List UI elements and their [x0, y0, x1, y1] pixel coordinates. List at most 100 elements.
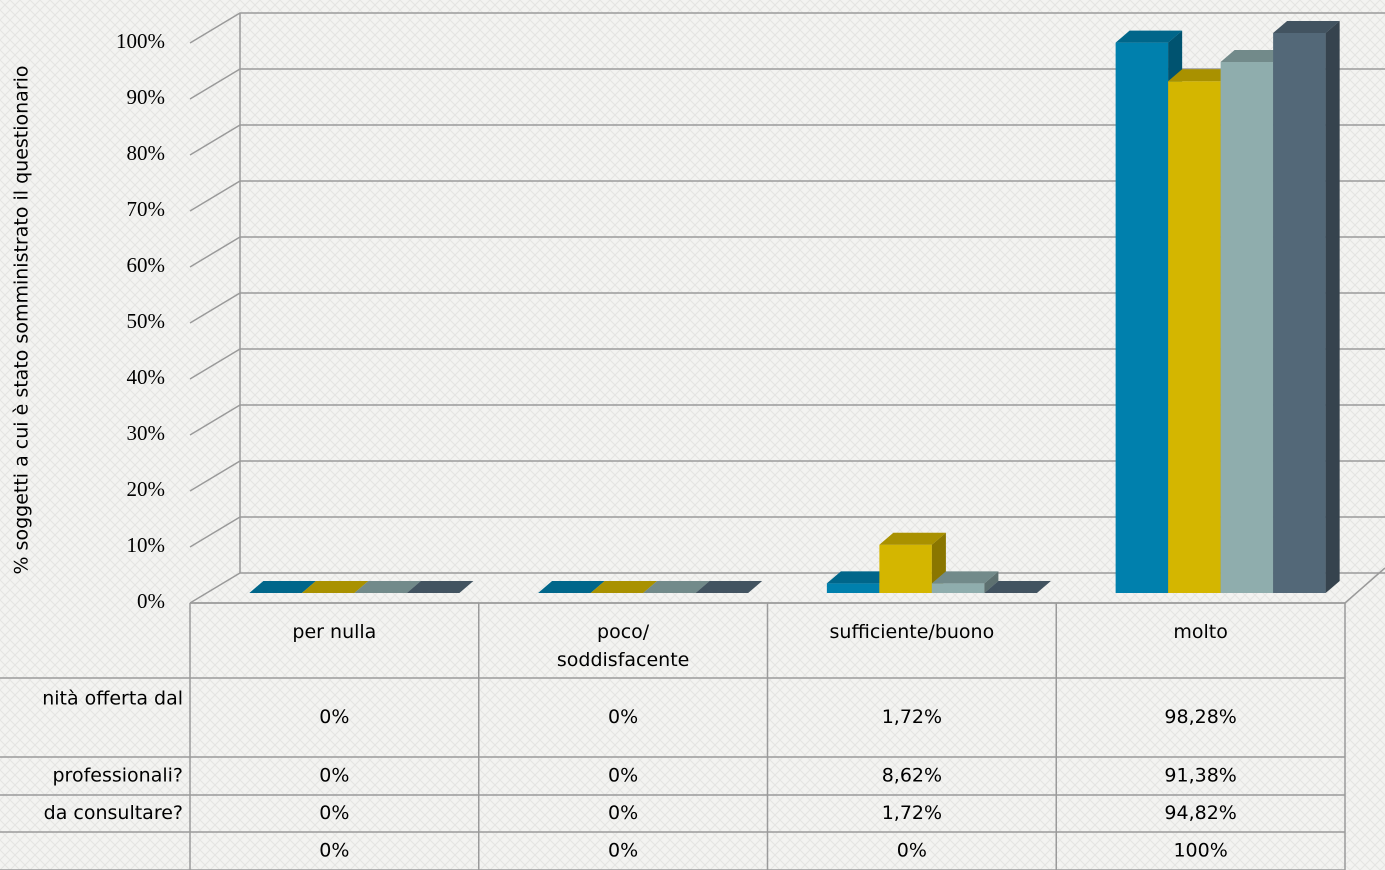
grid-line	[189, 404, 1385, 436]
y-tick-label: 90%	[127, 85, 166, 109]
category-label-line: soddisfacente	[557, 649, 689, 671]
category-label-line: poco/	[597, 621, 650, 643]
category-label-line: per nulla	[292, 621, 376, 643]
bar	[301, 581, 369, 593]
bar-top	[249, 581, 316, 593]
bar	[249, 581, 316, 593]
bar-top	[1168, 69, 1235, 82]
bar-top-shade	[590, 581, 658, 593]
bar-top-shade	[826, 571, 894, 584]
bar	[1273, 21, 1340, 593]
bar-top-shade	[301, 581, 369, 593]
value-label: 0%	[319, 765, 349, 787]
category-label-line: sufficiente/buono	[830, 621, 995, 643]
value-label: 94,82%	[1164, 802, 1236, 824]
bar-top-shade	[406, 581, 474, 593]
bar-top-shade	[984, 581, 1051, 593]
y-tick-label: 20%	[127, 477, 166, 501]
value-label: 91,38%	[1164, 765, 1236, 787]
bar-front	[826, 583, 880, 593]
bar	[643, 581, 710, 593]
y-tick-label: 50%	[127, 309, 166, 333]
bar-top-shade	[1273, 21, 1340, 33]
bar	[984, 581, 1051, 593]
bar-top	[354, 581, 421, 593]
bar	[538, 581, 605, 593]
bar-side	[984, 571, 999, 593]
bar-front	[1168, 81, 1221, 593]
bar-top	[1115, 30, 1183, 43]
grid-line	[189, 12, 1385, 44]
value-label: 0%	[608, 802, 638, 824]
bar-side-shade	[984, 571, 999, 593]
value-label: 0%	[608, 765, 638, 787]
bar-top	[590, 581, 658, 593]
y-tick-label: 70%	[127, 197, 166, 221]
category-label: molto	[1173, 621, 1228, 643]
value-label: 100%	[1173, 840, 1227, 862]
y-tick-label: 30%	[127, 421, 166, 445]
category-label: poco/soddisfacente	[557, 621, 689, 671]
grid-line	[189, 516, 1385, 548]
value-label: 0%	[319, 706, 349, 728]
grid-line	[189, 460, 1385, 492]
bar-top	[301, 581, 369, 593]
y-tick-label: 40%	[127, 365, 166, 389]
bar-front	[1273, 33, 1326, 593]
bar-top	[879, 532, 946, 545]
bar-top	[538, 581, 605, 593]
bar-top-shade	[879, 532, 946, 545]
value-label: 1,72%	[882, 802, 942, 824]
y-tick-label: 100%	[116, 29, 165, 53]
y-tick-label: 80%	[127, 141, 166, 165]
bar-top	[1220, 50, 1288, 63]
bar-front	[1220, 62, 1274, 594]
bar	[590, 581, 658, 593]
bar-top	[931, 571, 999, 584]
bar-top	[643, 581, 710, 593]
bar-front	[1115, 42, 1169, 593]
bar	[931, 571, 999, 593]
bar	[406, 581, 474, 593]
bar-top-shade	[1115, 30, 1183, 43]
bar-top	[826, 571, 894, 584]
value-label: 98,28%	[1164, 706, 1236, 728]
bar	[354, 581, 421, 593]
bar	[695, 581, 763, 593]
category-label-line: molto	[1173, 621, 1228, 643]
bar-top	[695, 581, 763, 593]
value-label: 1,72%	[882, 706, 942, 728]
y-tick-label: 60%	[127, 253, 166, 277]
bar-top-shade	[931, 571, 999, 584]
row-label: professionali?	[53, 765, 184, 787]
y-axis-label: % soggetti a cui è stato somministrato i…	[11, 65, 33, 574]
bar-top-shade	[1220, 50, 1288, 63]
grid-line	[189, 68, 1385, 100]
grid-line	[189, 236, 1385, 268]
bar-top	[984, 581, 1051, 593]
bar-front	[931, 583, 985, 593]
bar-top-shade	[538, 581, 605, 593]
value-label: 0%	[319, 802, 349, 824]
value-label: 0%	[319, 840, 349, 862]
bar-side-shade	[1325, 21, 1340, 593]
y-tick-label: 10%	[127, 533, 166, 557]
grid-line	[189, 572, 1385, 604]
bar-top-shade	[1168, 69, 1235, 82]
grid-line	[189, 292, 1385, 324]
row-label: nità offerta dal	[42, 688, 183, 710]
value-label: 0%	[608, 840, 638, 862]
y-tick-label: 0%	[137, 589, 165, 613]
category-label: per nulla	[292, 621, 376, 643]
grid-line	[189, 180, 1385, 212]
value-label: 0%	[897, 840, 927, 862]
bar-top	[406, 581, 474, 593]
bar-top-shade	[643, 581, 710, 593]
value-label: 0%	[608, 706, 638, 728]
row-label: da consultare?	[44, 802, 183, 824]
bar	[879, 532, 946, 593]
category-label: sufficiente/buono	[830, 621, 995, 643]
bar-top-shade	[354, 581, 421, 593]
bar-top-shade	[249, 581, 316, 593]
